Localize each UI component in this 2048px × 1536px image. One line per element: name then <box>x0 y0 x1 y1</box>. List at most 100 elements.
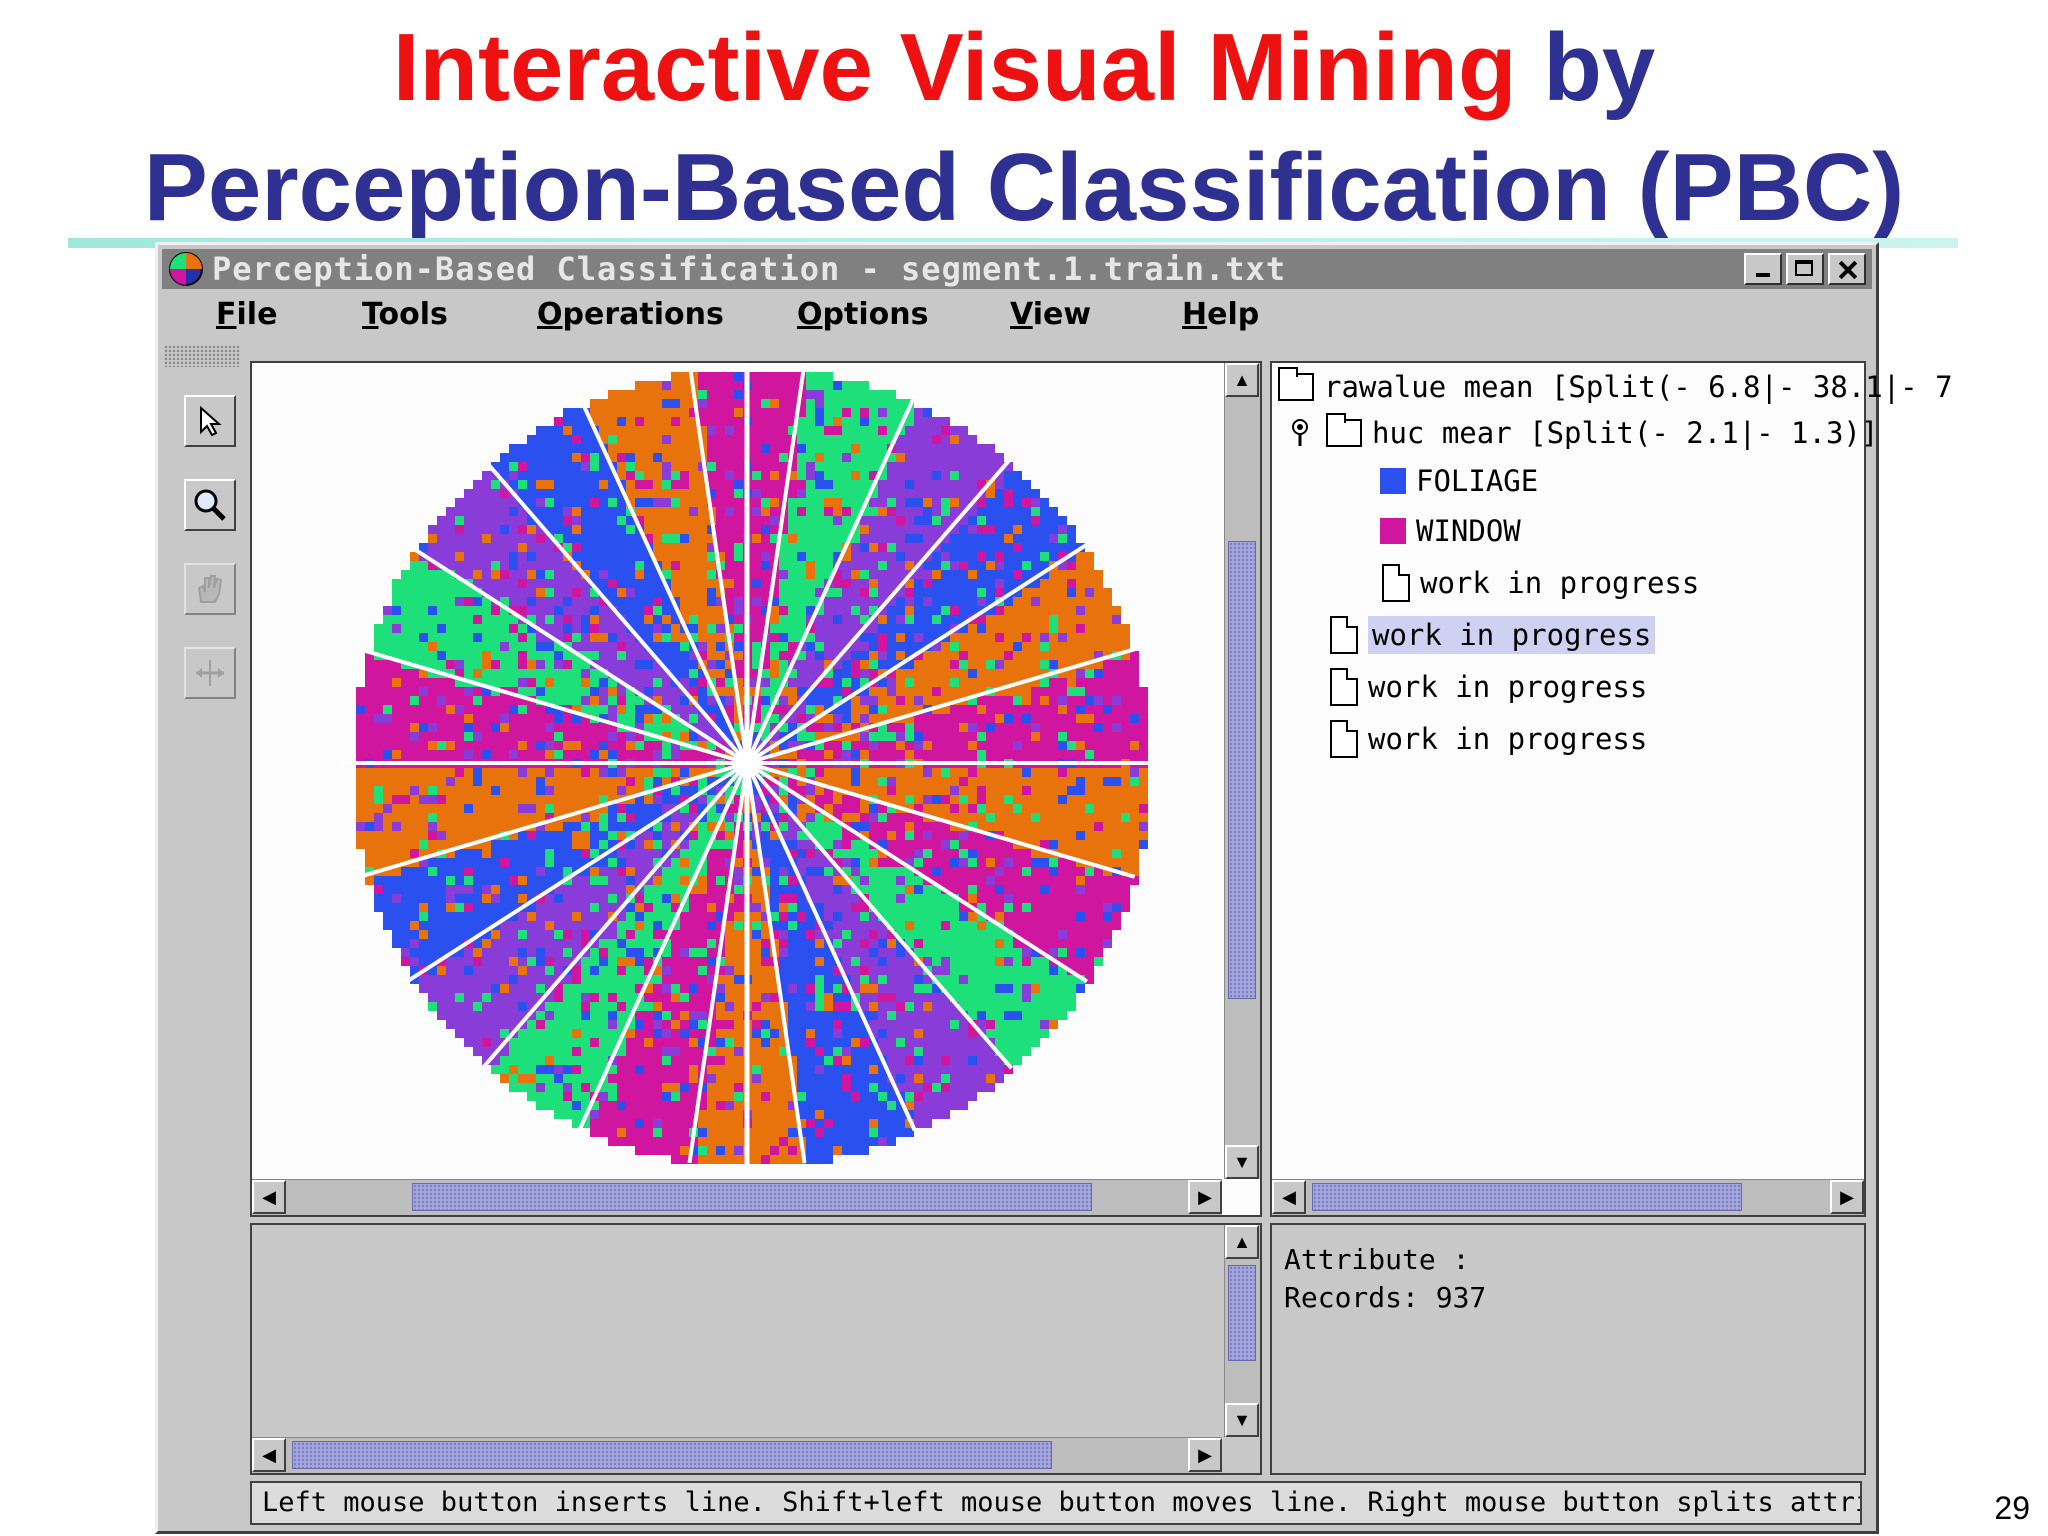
window-title: Perception-Based Classification - segmen… <box>212 250 1287 288</box>
maximize-button[interactable] <box>1786 253 1824 285</box>
expand-handle-icon[interactable] <box>1288 418 1312 448</box>
viz-horizontal-scrollbar[interactable]: ◀ ▶ <box>252 1179 1222 1215</box>
scroll-thumb[interactable] <box>292 1441 1052 1469</box>
minimize-button[interactable] <box>1744 253 1782 285</box>
slide-title-line2: Perception-Based Classification (PBC) <box>143 134 1905 241</box>
segment-divider[interactable] <box>358 761 748 879</box>
decision-tree: rawalue mean [Split(- 6.8|- 38.1|- 7 huc… <box>1272 363 1953 1215</box>
slide-title-line1: Interactive Visual Mining by <box>0 20 2048 116</box>
document-icon <box>1330 668 1358 706</box>
segment-pixels <box>356 372 1148 1164</box>
segment-divider[interactable] <box>577 762 749 1132</box>
tree-horizontal-scrollbar[interactable]: ◀ ▶ <box>1272 1179 1864 1215</box>
scroll-up-button[interactable]: ▲ <box>1225 363 1259 397</box>
menu-options[interactable]: Options <box>797 297 929 332</box>
tree-leaf-wip[interactable]: work in progress <box>1330 667 1647 707</box>
tree-node-label: work in progress <box>1368 670 1648 704</box>
document-icon <box>1330 720 1358 758</box>
segment-divider[interactable] <box>745 762 807 1164</box>
segment-divider[interactable] <box>745 394 917 764</box>
tree-leaf-wip[interactable]: work in progress <box>1330 719 1647 759</box>
viz-vertical-scrollbar[interactable]: ▲ ▼ <box>1224 363 1260 1179</box>
foliage-class-swatch <box>1380 468 1406 494</box>
class-label: FOLIAGE <box>1416 464 1539 498</box>
scroll-thumb[interactable] <box>1228 1265 1256 1361</box>
segment-divider[interactable] <box>746 647 1136 765</box>
slide-page-number: 29 <box>1994 1490 2030 1526</box>
scroll-left-button[interactable]: ◀ <box>252 1438 286 1472</box>
segment-divider[interactable] <box>577 394 749 764</box>
segment-divider[interactable] <box>745 542 1088 765</box>
folder-icon <box>1278 367 1314 401</box>
tree-leaf-foliage[interactable]: FOLIAGE <box>1380 461 1538 501</box>
app-window: Perception-Based Classification - segmen… <box>155 242 1953 1534</box>
title-by: by <box>1543 14 1656 121</box>
menu-file[interactable]: File <box>216 297 278 332</box>
scroll-up-button[interactable]: ▲ <box>1225 1225 1259 1259</box>
segment-divider[interactable] <box>745 762 917 1132</box>
details-vertical-scrollbar[interactable]: ▲ ▼ <box>1224 1225 1260 1437</box>
scroll-right-button[interactable]: ▶ <box>1188 1438 1222 1472</box>
segment-divider[interactable] <box>687 762 749 1164</box>
window-titlebar[interactable]: Perception-Based Classification - segmen… <box>162 249 1872 289</box>
circle-segments-visualization[interactable] <box>252 363 1222 1179</box>
segment-divider[interactable] <box>406 542 749 765</box>
records-value: 937 <box>1435 1281 1487 1314</box>
tree-leaf-nested-wip[interactable]: work in progress <box>1382 563 1699 603</box>
visualization-panel: ▲ ▼ ◀ ▶ <box>250 361 1262 1217</box>
toolbar-grip[interactable] <box>164 345 240 367</box>
segment-divider[interactable] <box>745 456 1014 765</box>
tree-leaf-window[interactable]: WINDOW <box>1380 511 1521 551</box>
scroll-left-button[interactable]: ◀ <box>252 1180 286 1214</box>
menu-tools[interactable]: Tools <box>362 297 448 332</box>
scroll-left-button[interactable]: ◀ <box>1272 1180 1306 1214</box>
tree-leaf-wip-selected[interactable]: work in progress <box>1330 615 1656 655</box>
pan-tool-button[interactable] <box>184 563 236 615</box>
tool-palette <box>164 345 240 1405</box>
class-label: WINDOW <box>1416 514 1521 548</box>
scroll-thumb[interactable] <box>1312 1183 1742 1211</box>
segment-divider[interactable] <box>745 761 1088 984</box>
scroll-thumb[interactable] <box>1228 541 1256 999</box>
tree-node-label: rawalue mean [Split(- 6.8|- 38.1|- 7 <box>1324 370 1953 404</box>
segment-divider[interactable] <box>745 363 807 764</box>
segment-divider[interactable] <box>358 647 748 765</box>
hand-icon <box>197 575 223 603</box>
folder-icon <box>1326 413 1362 447</box>
scroll-right-button[interactable]: ▶ <box>1830 1180 1864 1214</box>
segment-divider[interactable] <box>746 761 1136 879</box>
decision-tree-panel: rawalue mean [Split(- 6.8|- 38.1|- 7 huc… <box>1270 361 1953 1217</box>
resize-tool-button[interactable] <box>184 647 236 699</box>
document-icon <box>1382 564 1410 602</box>
pointer-tool-button[interactable] <box>184 395 236 447</box>
info-panel: Attribute : Records: 937 <box>1270 1223 1866 1475</box>
tree-node-label: work in progress <box>1368 722 1648 756</box>
menu-bar: File Tools Operations Options View Help <box>162 293 1872 337</box>
segment-divider[interactable] <box>406 761 749 984</box>
menu-view[interactable]: View <box>1010 297 1092 332</box>
records-label: Records: <box>1284 1281 1419 1314</box>
segment-divider[interactable] <box>745 761 1014 1070</box>
scroll-down-button[interactable]: ▼ <box>1225 1403 1259 1437</box>
segment-divider[interactable] <box>480 456 749 765</box>
segment-divider[interactable] <box>687 363 749 764</box>
zoom-tool-button[interactable] <box>184 479 236 531</box>
records-row: Records: 937 <box>1284 1281 1486 1314</box>
tree-node-label-selected: work in progress <box>1368 616 1656 654</box>
close-button[interactable] <box>1828 253 1866 285</box>
tree-node-root[interactable]: rawalue mean [Split(- 6.8|- 38.1|- 7 <box>1278 367 1953 407</box>
details-horizontal-scrollbar[interactable]: ◀ ▶ <box>252 1437 1222 1473</box>
menu-operations[interactable]: Operations <box>537 297 724 332</box>
scroll-thumb[interactable] <box>412 1183 1092 1211</box>
status-bar: Left mouse button inserts line. Shift+le… <box>250 1481 1862 1525</box>
center-hub <box>733 749 761 777</box>
resize-icon <box>196 660 224 686</box>
title-red-part: Interactive Visual Mining <box>392 14 1517 121</box>
scroll-down-button[interactable]: ▼ <box>1225 1145 1259 1179</box>
tree-node-label: huc mear [Split(- 2.1|- 1.3)] <box>1372 416 1879 450</box>
scroll-right-button[interactable]: ▶ <box>1188 1180 1222 1214</box>
tree-node-child[interactable]: huc mear [Split(- 2.1|- 1.3)] <box>1288 413 1878 453</box>
app-icon <box>169 252 203 286</box>
segment-divider[interactable] <box>480 761 749 1070</box>
menu-help[interactable]: Help <box>1182 297 1260 332</box>
